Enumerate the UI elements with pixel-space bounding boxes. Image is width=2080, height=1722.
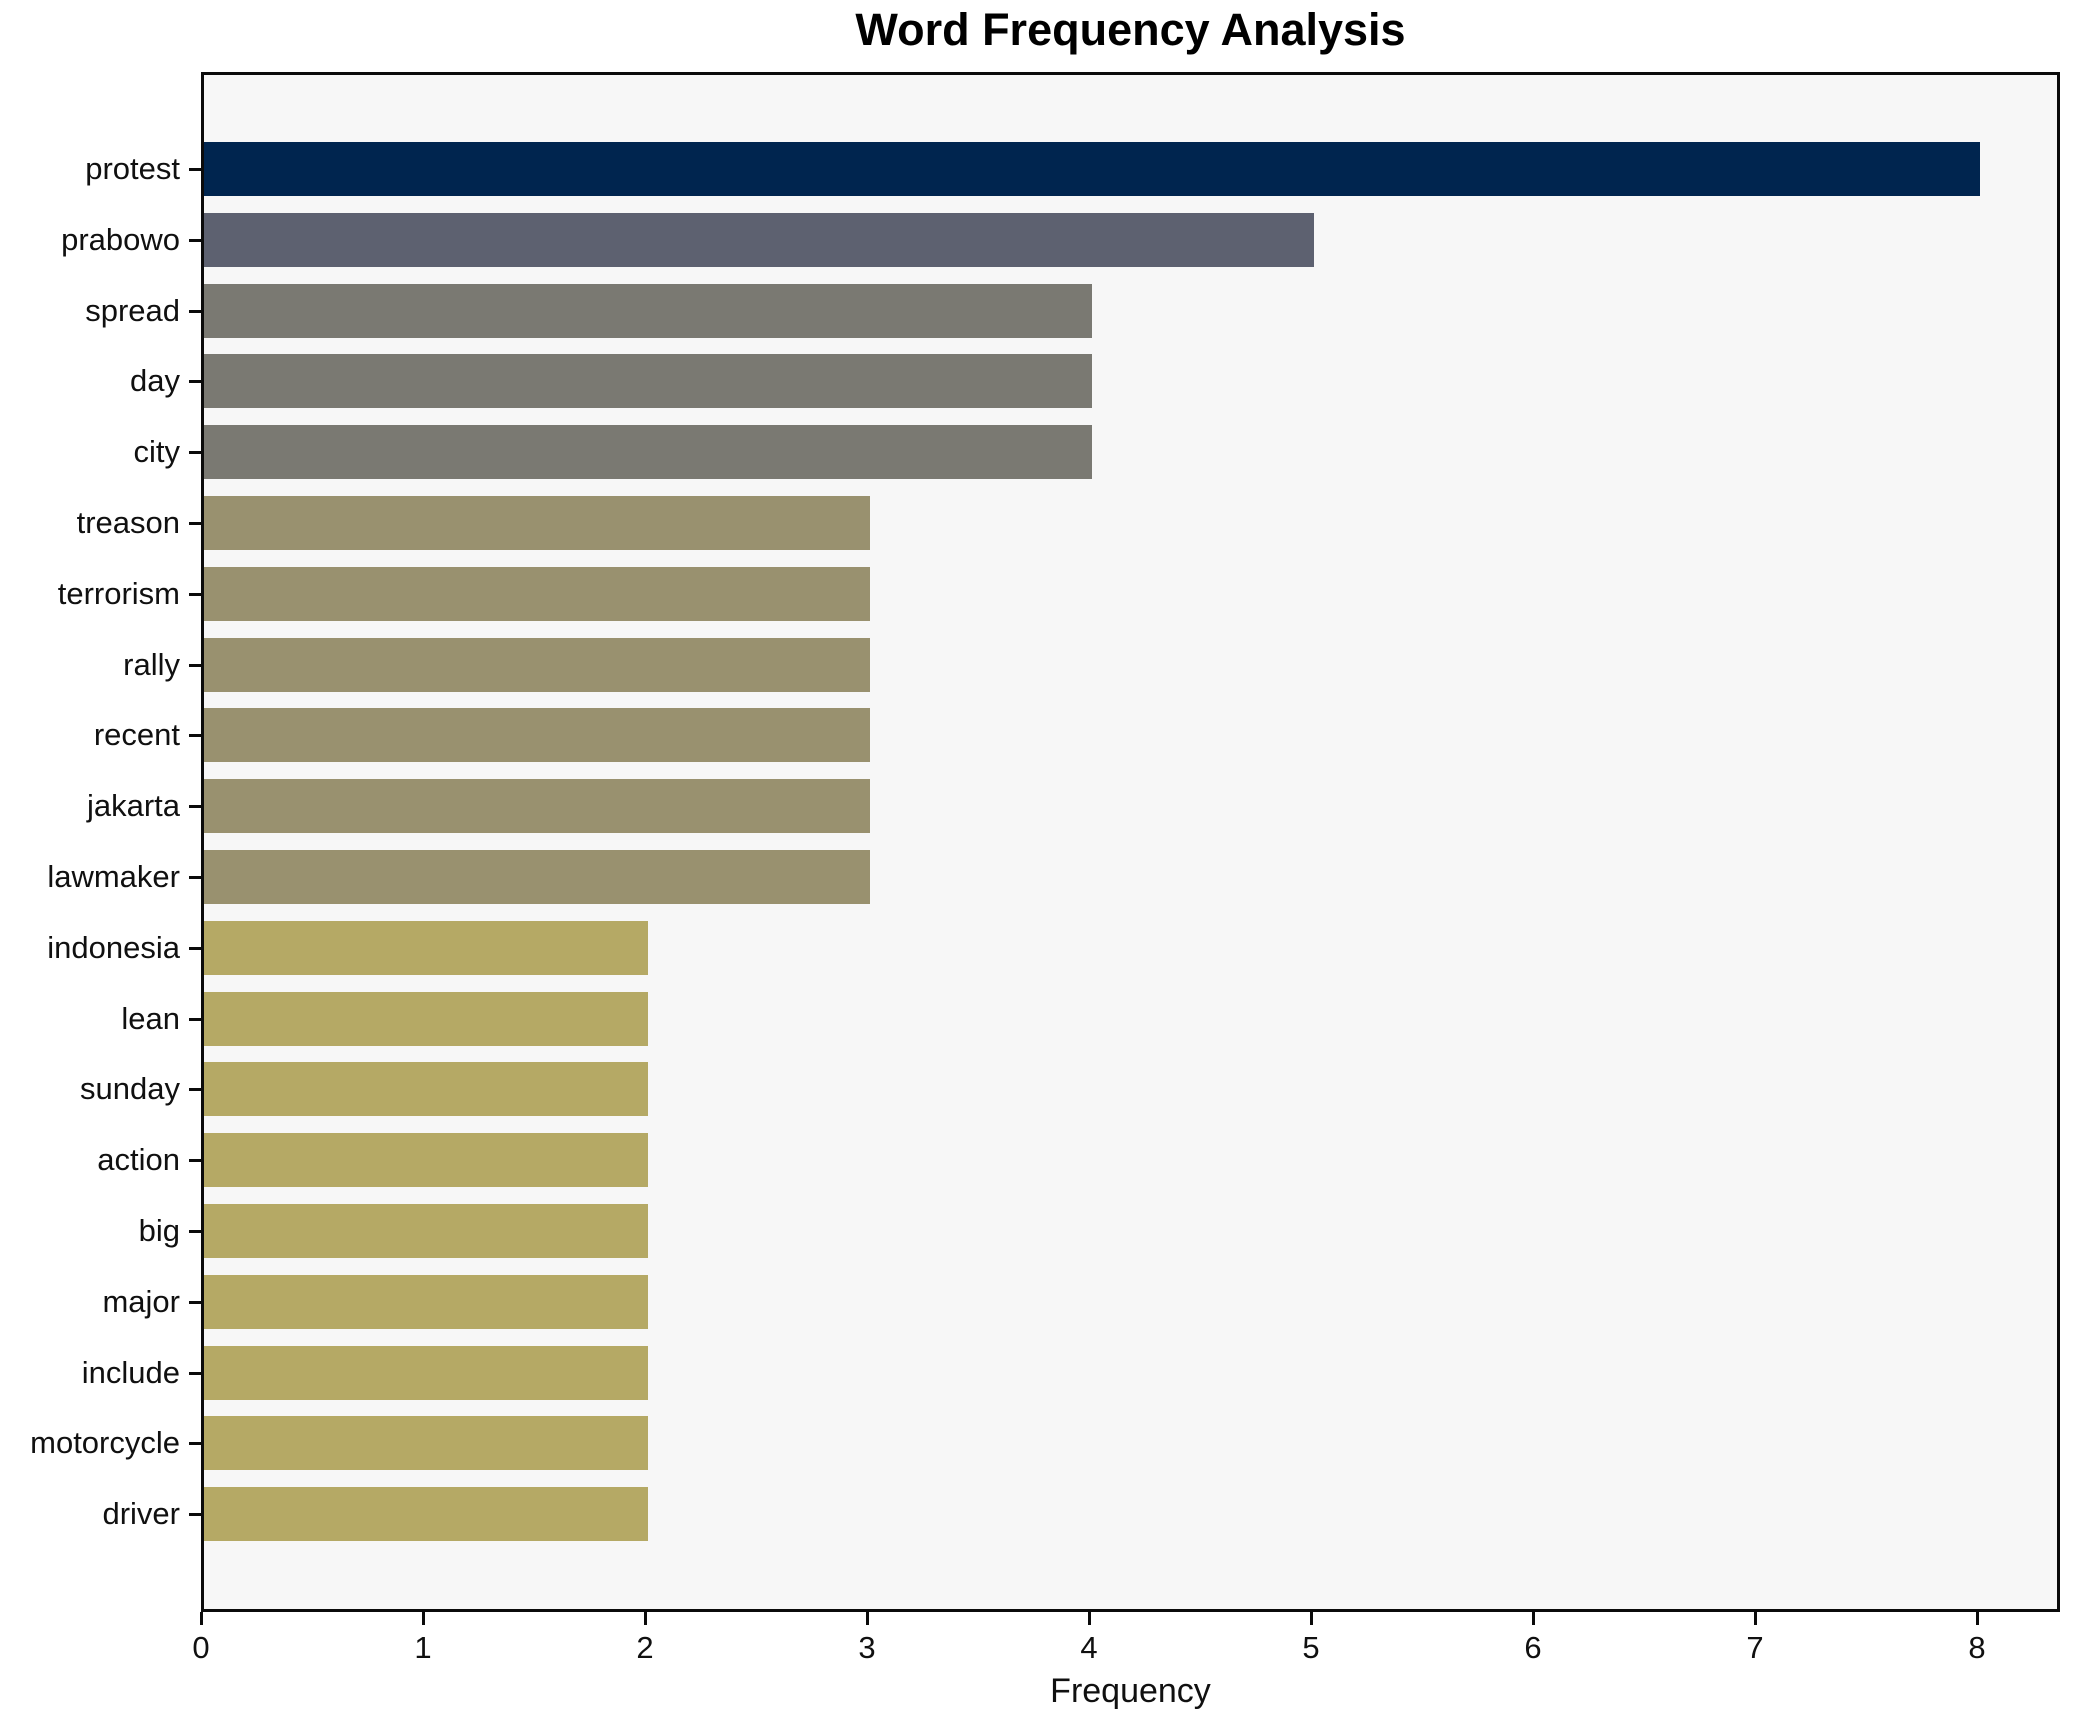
x-tick-mark xyxy=(1754,1612,1757,1625)
x-axis-label: Frequency xyxy=(1050,1672,1211,1710)
y-tick-label-prabowo: prabowo xyxy=(61,221,180,257)
y-tick-mark xyxy=(189,309,201,313)
y-tick-label-big: big xyxy=(138,1213,180,1248)
x-tick-mark xyxy=(1088,1612,1091,1625)
y-tick-mark xyxy=(189,1371,201,1375)
bar-protest xyxy=(204,142,1980,196)
bar-treason xyxy=(204,496,870,550)
y-tick-label-city: city xyxy=(133,434,181,470)
y-tick-label-lean: lean xyxy=(121,1000,180,1036)
y-tick-mark xyxy=(189,1442,201,1446)
y-tick-label-jakarta: jakarta xyxy=(86,788,180,824)
x-tick-mark xyxy=(422,1612,425,1625)
y-tick-mark xyxy=(189,805,201,809)
x-tick-mark xyxy=(1976,1612,1979,1625)
bar-motorcycle xyxy=(204,1416,648,1471)
x-tick-mark xyxy=(866,1612,869,1625)
bar-action xyxy=(204,1133,648,1188)
x-tick-label-8: 8 xyxy=(1968,1630,1986,1665)
y-tick-mark xyxy=(189,1300,201,1304)
y-tick-label-spread: spread xyxy=(85,292,180,328)
bar-spread xyxy=(204,283,1092,338)
y-tick-mark xyxy=(189,1513,201,1517)
y-tick-mark xyxy=(189,1230,201,1233)
y-tick-label-include: include xyxy=(81,1354,180,1390)
y-tick-mark xyxy=(189,592,201,596)
y-tick-mark xyxy=(189,168,201,171)
y-tick-mark xyxy=(189,451,201,455)
bar-big xyxy=(204,1204,648,1258)
bar-terrorism xyxy=(204,566,870,621)
x-tick-label-5: 5 xyxy=(1302,1630,1320,1665)
y-tick-label-treason: treason xyxy=(76,505,180,540)
x-tick-label-0: 0 xyxy=(192,1630,210,1665)
y-tick-label-terrorism: terrorism xyxy=(57,575,180,611)
x-tick-label-2: 2 xyxy=(636,1630,654,1665)
y-tick-mark xyxy=(189,238,201,242)
bar-city xyxy=(204,425,1092,480)
x-tick-label-3: 3 xyxy=(858,1630,876,1665)
x-tick-label-1: 1 xyxy=(414,1630,432,1665)
y-tick-label-driver: driver xyxy=(102,1496,180,1532)
y-tick-label-sunday: sunday xyxy=(80,1071,180,1107)
x-tick-mark xyxy=(200,1612,203,1625)
bar-include xyxy=(204,1345,648,1400)
y-tick-label-protest: protest xyxy=(85,151,180,186)
x-tick-mark xyxy=(1532,1612,1535,1625)
y-tick-mark xyxy=(189,1017,201,1021)
bar-sunday xyxy=(204,1062,648,1117)
y-tick-label-rally: rally xyxy=(123,646,180,682)
x-tick-mark xyxy=(1310,1612,1313,1625)
bar-prabowo xyxy=(204,212,1314,267)
y-tick-mark xyxy=(189,876,201,879)
y-tick-mark xyxy=(189,734,201,738)
bar-major xyxy=(204,1274,648,1329)
y-tick-label-lawmaker: lawmaker xyxy=(47,859,180,894)
chart-title: Word Frequency Analysis xyxy=(855,4,1406,55)
bar-lawmaker xyxy=(204,850,870,904)
y-tick-label-indonesia: indonesia xyxy=(47,929,180,965)
bar-day xyxy=(204,354,1092,409)
x-tick-label-4: 4 xyxy=(1080,1630,1098,1665)
y-tick-mark xyxy=(189,946,201,950)
y-tick-mark xyxy=(189,663,201,667)
y-tick-mark xyxy=(189,1088,201,1092)
bar-indonesia xyxy=(204,920,648,975)
y-tick-label-action: action xyxy=(97,1142,180,1178)
bar-lean xyxy=(204,991,648,1046)
x-tick-mark xyxy=(644,1612,647,1625)
bar-recent xyxy=(204,708,870,763)
x-tick-label-6: 6 xyxy=(1524,1630,1542,1665)
y-tick-label-recent: recent xyxy=(93,717,180,753)
bar-driver xyxy=(204,1487,648,1542)
y-tick-mark xyxy=(189,522,201,525)
x-tick-label-7: 7 xyxy=(1746,1630,1764,1665)
y-tick-label-day: day xyxy=(130,363,180,399)
y-tick-mark xyxy=(189,1159,201,1163)
y-tick-mark xyxy=(189,380,201,384)
plot-area xyxy=(201,72,2060,1612)
y-tick-label-motorcycle: motorcycle xyxy=(30,1425,180,1461)
y-tick-label-major: major xyxy=(102,1283,180,1319)
bar-jakarta xyxy=(204,779,870,834)
bar-rally xyxy=(204,637,870,692)
